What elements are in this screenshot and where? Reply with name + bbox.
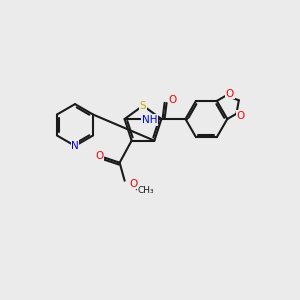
- Text: O: O: [130, 179, 138, 189]
- Text: NH: NH: [142, 115, 157, 125]
- Text: O: O: [169, 95, 177, 105]
- Text: N: N: [71, 141, 79, 151]
- Text: CH₃: CH₃: [137, 186, 154, 195]
- Text: O: O: [236, 111, 244, 121]
- Text: O: O: [95, 151, 104, 161]
- Text: O: O: [226, 88, 234, 99]
- Text: S: S: [140, 100, 146, 111]
